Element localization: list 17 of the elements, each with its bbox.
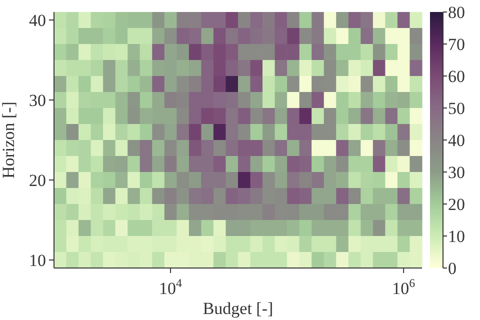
y-axis-title: Horizon [-] — [0, 102, 18, 178]
color-bar-label: 70 — [448, 34, 465, 54]
x-tick-label: 10$^{4}$ — [159, 276, 182, 298]
color-bar-label: 80 — [448, 2, 465, 22]
x-tick-label: 10$^{6}$ — [392, 276, 416, 298]
color-bar-label: 10 — [448, 226, 465, 246]
y-tick-label: 10 — [29, 250, 46, 270]
color-bar-label: 40 — [448, 130, 465, 150]
color-bar-label: 60 — [448, 66, 465, 86]
color-bar-label: 0 — [448, 258, 456, 278]
y-tick-label: 40 — [29, 10, 46, 30]
color-bar-label: 50 — [448, 98, 465, 118]
x-axis-title: Budget [-] — [202, 299, 274, 318]
color-bar-label: 30 — [448, 162, 465, 182]
y-tick-label: 20 — [29, 170, 46, 190]
color-bar-label: 20 — [448, 194, 465, 214]
y-tick-label: 30 — [29, 90, 46, 110]
